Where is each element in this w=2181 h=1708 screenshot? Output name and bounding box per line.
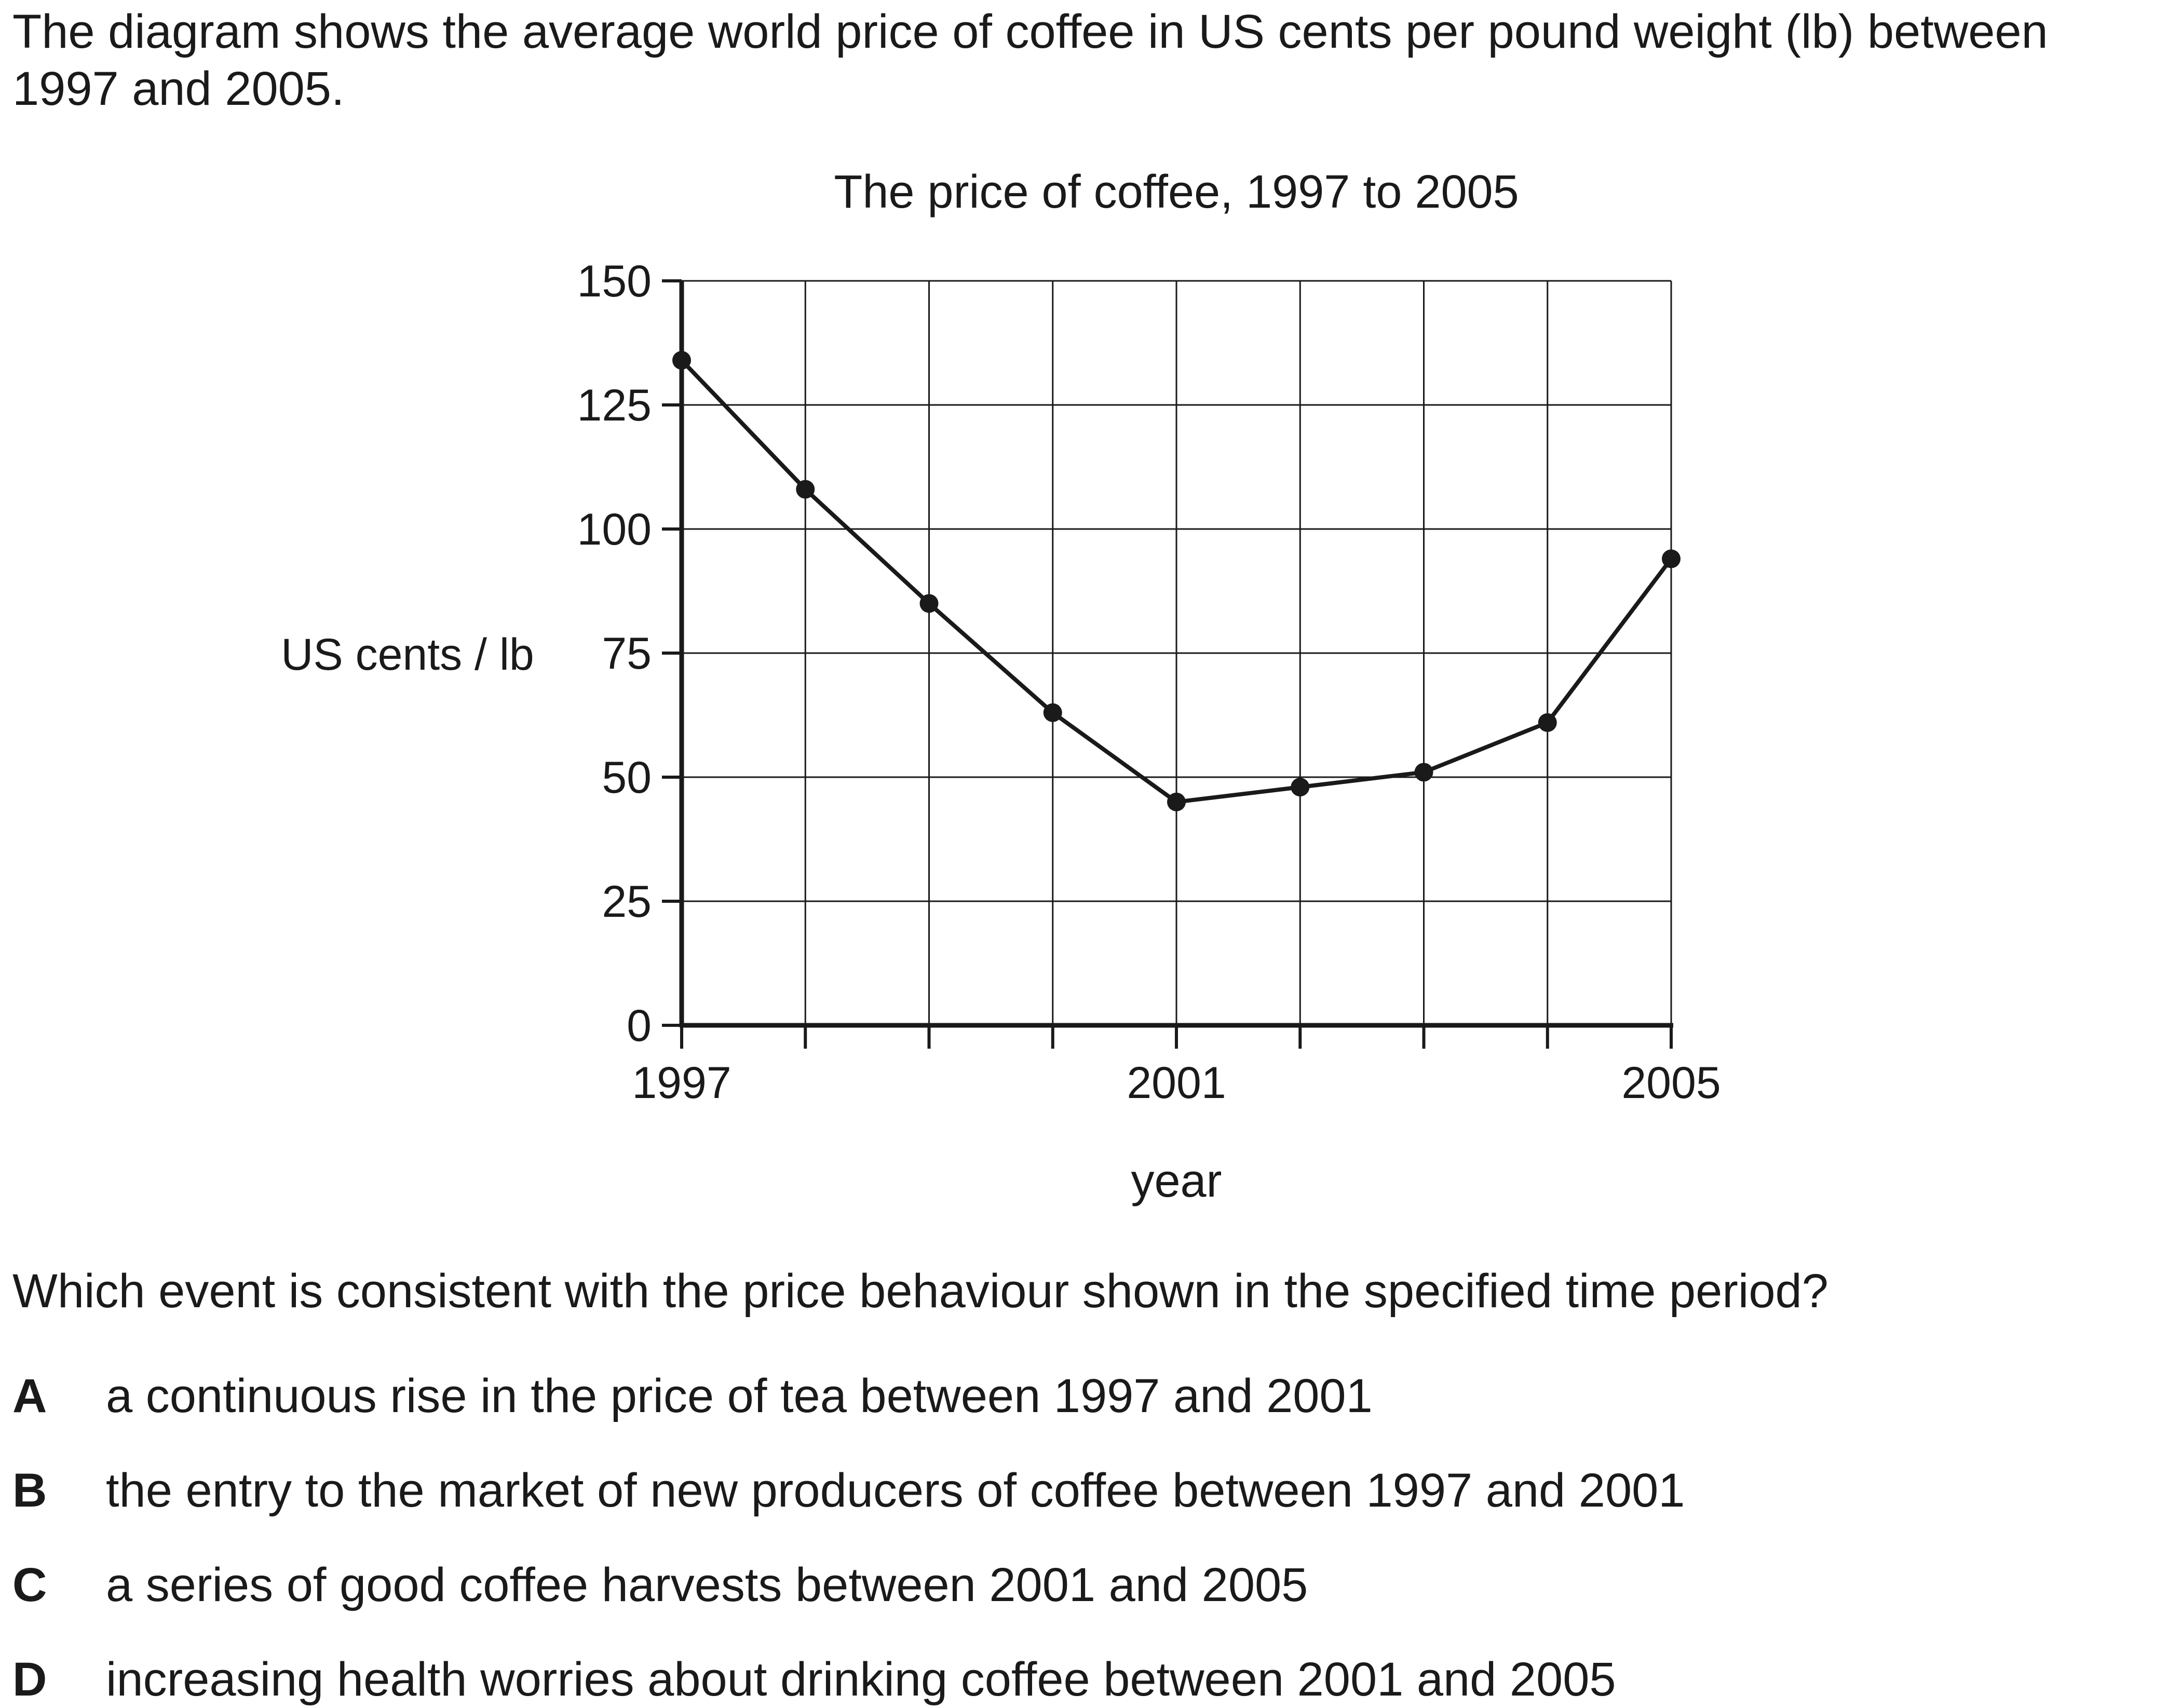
data-point [919, 594, 939, 613]
option-letter: B [12, 1464, 47, 1517]
x-axis-ticks: 1997 2001 2005 [632, 1025, 1721, 1108]
data-point [1414, 763, 1433, 782]
x-tick-label: 2001 [1127, 1058, 1226, 1108]
coffee-price-chart: The price of coffee, 1997 to 2005 0 25 50 7… [281, 166, 1721, 1207]
data-point [1662, 549, 1681, 568]
data-point [1538, 713, 1557, 732]
y-tick-label: 125 [577, 381, 652, 430]
y-tick-label: 0 [627, 1001, 652, 1051]
x-axis-label: year [1131, 1155, 1222, 1207]
data-point [672, 350, 691, 370]
y-axis-label: US cents / lb [281, 630, 534, 680]
y-tick-label: 100 [577, 505, 652, 554]
data-point [1291, 778, 1310, 797]
option-text: increasing health worries about drinking… [106, 1653, 1616, 1706]
y-tick-label: 150 [577, 256, 652, 306]
question-text: Which event is consistent with the price… [12, 1265, 1828, 1318]
chart-title: The price of coffee, 1997 to 2005 [834, 166, 1519, 218]
data-point [1043, 703, 1062, 722]
price-series [672, 350, 1681, 811]
option-letter: D [12, 1653, 47, 1706]
y-axis-ticks: 0 25 50 75 100 125 150 [577, 256, 682, 1051]
data-point [1167, 792, 1186, 811]
intro-text: The diagram shows the average world pric… [12, 5, 2048, 115]
chart-grid [682, 280, 1672, 1025]
option-text: a series of good coffee harvests between… [106, 1558, 1308, 1611]
y-tick-label: 75 [602, 629, 652, 679]
data-point [796, 480, 815, 499]
y-tick-label: 25 [602, 877, 652, 927]
y-tick-label: 50 [602, 753, 652, 803]
x-tick-label: 1997 [632, 1058, 731, 1108]
x-tick-label: 2005 [1621, 1058, 1721, 1108]
option-letter: A [12, 1370, 47, 1422]
option-text: a continuous rise in the price of tea be… [106, 1370, 1373, 1422]
option-letter: C [12, 1558, 47, 1611]
option-text: the entry to the market of new producers… [106, 1464, 1685, 1517]
